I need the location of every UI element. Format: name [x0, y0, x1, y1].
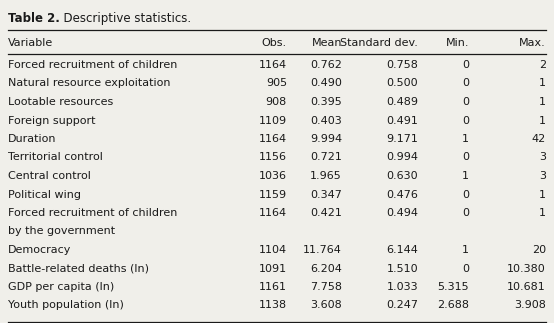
Text: Foreign support: Foreign support — [8, 116, 95, 126]
Text: 6.144: 6.144 — [386, 245, 418, 255]
Text: 9.994: 9.994 — [310, 134, 342, 144]
Text: 20: 20 — [532, 245, 546, 255]
Text: 0: 0 — [462, 60, 469, 70]
Text: 1.965: 1.965 — [310, 171, 342, 181]
Text: 5.315: 5.315 — [437, 282, 469, 292]
Text: Variable: Variable — [8, 38, 53, 48]
Text: 0.491: 0.491 — [386, 116, 418, 126]
Text: 1109: 1109 — [259, 116, 287, 126]
Text: 0.630: 0.630 — [386, 171, 418, 181]
Text: 0.247: 0.247 — [386, 300, 418, 310]
Text: 0.490: 0.490 — [310, 78, 342, 89]
Text: 0: 0 — [462, 190, 469, 200]
Text: 2.688: 2.688 — [437, 300, 469, 310]
Text: 1: 1 — [539, 208, 546, 218]
Text: 1: 1 — [539, 116, 546, 126]
Text: 0.403: 0.403 — [310, 116, 342, 126]
Text: 905: 905 — [266, 78, 287, 89]
Text: 9.171: 9.171 — [386, 134, 418, 144]
Text: Mean: Mean — [311, 38, 342, 48]
Text: 0.758: 0.758 — [386, 60, 418, 70]
Text: 1: 1 — [462, 245, 469, 255]
Text: 0: 0 — [462, 116, 469, 126]
Text: 1164: 1164 — [259, 208, 287, 218]
Text: Duration: Duration — [8, 134, 57, 144]
Text: 42: 42 — [532, 134, 546, 144]
Text: 0.489: 0.489 — [386, 97, 418, 107]
Text: Descriptive statistics.: Descriptive statistics. — [56, 12, 191, 25]
Text: 1.033: 1.033 — [386, 282, 418, 292]
Text: 1036: 1036 — [259, 171, 287, 181]
Text: 6.204: 6.204 — [310, 264, 342, 274]
Text: 1: 1 — [539, 97, 546, 107]
Text: by the government: by the government — [8, 226, 115, 236]
Text: 1104: 1104 — [259, 245, 287, 255]
Text: Forced recruitment of children: Forced recruitment of children — [8, 60, 177, 70]
Text: Political wing: Political wing — [8, 190, 81, 200]
Text: 0: 0 — [462, 264, 469, 274]
Text: 0.494: 0.494 — [386, 208, 418, 218]
Text: Battle-related deaths (ln): Battle-related deaths (ln) — [8, 264, 149, 274]
Text: Central control: Central control — [8, 171, 91, 181]
Text: 908: 908 — [266, 97, 287, 107]
Text: Min.: Min. — [445, 38, 469, 48]
Text: 11.764: 11.764 — [303, 245, 342, 255]
Text: Forced recruitment of children: Forced recruitment of children — [8, 208, 177, 218]
Text: 0.994: 0.994 — [386, 152, 418, 162]
Text: Lootable resources: Lootable resources — [8, 97, 113, 107]
Text: 10.681: 10.681 — [507, 282, 546, 292]
Text: 3.608: 3.608 — [310, 300, 342, 310]
Text: 7.758: 7.758 — [310, 282, 342, 292]
Text: GDP per capita (ln): GDP per capita (ln) — [8, 282, 114, 292]
Text: 1159: 1159 — [259, 190, 287, 200]
Text: 1: 1 — [539, 190, 546, 200]
Text: 0: 0 — [462, 78, 469, 89]
Text: 0.395: 0.395 — [310, 97, 342, 107]
Text: 1138: 1138 — [259, 300, 287, 310]
Text: Max.: Max. — [519, 38, 546, 48]
Text: 2: 2 — [539, 60, 546, 70]
Text: 3: 3 — [539, 152, 546, 162]
Text: 0.421: 0.421 — [310, 208, 342, 218]
Text: 1164: 1164 — [259, 60, 287, 70]
Text: Standard dev.: Standard dev. — [340, 38, 418, 48]
Text: 1161: 1161 — [259, 282, 287, 292]
Text: 1: 1 — [462, 171, 469, 181]
Text: 0: 0 — [462, 97, 469, 107]
Text: Democracy: Democracy — [8, 245, 71, 255]
Text: 1156: 1156 — [259, 152, 287, 162]
Text: 1: 1 — [539, 78, 546, 89]
Text: 0: 0 — [462, 208, 469, 218]
Text: 3.908: 3.908 — [514, 300, 546, 310]
Text: Obs.: Obs. — [262, 38, 287, 48]
Text: Youth population (ln): Youth population (ln) — [8, 300, 124, 310]
Text: Table 2.: Table 2. — [8, 12, 60, 25]
Text: 0.721: 0.721 — [310, 152, 342, 162]
Text: 1164: 1164 — [259, 134, 287, 144]
Text: Territorial control: Territorial control — [8, 152, 103, 162]
Text: 3: 3 — [539, 171, 546, 181]
Text: 0: 0 — [462, 152, 469, 162]
Text: 0.476: 0.476 — [386, 190, 418, 200]
Text: Natural resource exploitation: Natural resource exploitation — [8, 78, 171, 89]
Text: 10.380: 10.380 — [507, 264, 546, 274]
Text: 1091: 1091 — [259, 264, 287, 274]
Text: 1: 1 — [462, 134, 469, 144]
Text: 1.510: 1.510 — [386, 264, 418, 274]
Text: 0.347: 0.347 — [310, 190, 342, 200]
Text: 0.500: 0.500 — [386, 78, 418, 89]
Text: 0.762: 0.762 — [310, 60, 342, 70]
